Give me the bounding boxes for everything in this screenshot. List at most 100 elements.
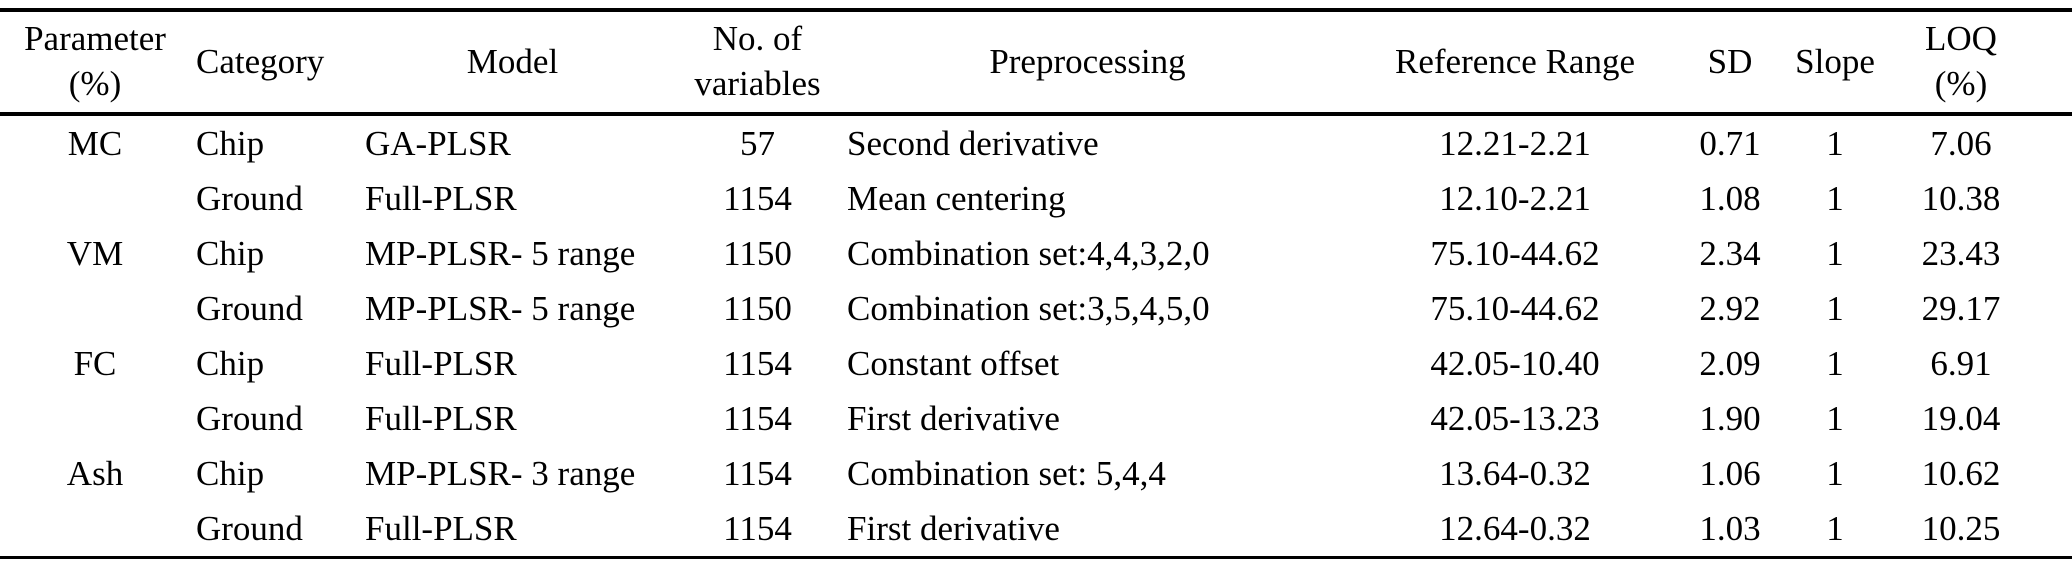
cell-loq: 19.04	[1921, 398, 2001, 438]
cell-model: Full-PLSR	[345, 501, 680, 558]
cell-preprocessing: Combination set: 5,4,4	[835, 446, 1340, 501]
table-row: Ash Chip MP-PLSR- 3 range 1154 Combinati…	[0, 446, 2072, 501]
cell-parameter	[0, 171, 190, 226]
cell-variables: 1150	[723, 288, 792, 328]
cell-slope: 1	[1826, 123, 1844, 163]
cell-sd: 1.08	[1699, 178, 1761, 218]
cell-variables: 1154	[723, 453, 792, 493]
table-header: Parameter (%) Category Model No. of vari…	[0, 10, 2072, 116]
cell-variables: 1154	[723, 178, 792, 218]
cell-parameter: FC	[73, 343, 117, 383]
column-header-variables: No. of variables	[680, 10, 835, 116]
cell-slope: 1	[1826, 508, 1844, 548]
column-header-loq: LOQ (%)	[1900, 10, 2072, 116]
cell-loq: 10.38	[1921, 178, 2001, 218]
column-header-category: Category	[190, 10, 345, 116]
column-header-slope: Slope	[1770, 10, 1900, 116]
table-row: VM Chip MP-PLSR- 5 range 1150 Combinatio…	[0, 226, 2072, 281]
cell-loq: 7.06	[1930, 123, 1992, 163]
cell-parameter: MC	[67, 123, 123, 163]
cell-reference-range: 42.05-13.23	[1430, 398, 1600, 438]
table-row: Ground Full-PLSR 1154 Mean centering 12.…	[0, 171, 2072, 226]
cell-loq: 29.17	[1921, 288, 2001, 328]
cell-model-text: MP-PLSR- 5 range	[365, 288, 636, 328]
cell-preprocessing: Constant offset	[835, 336, 1340, 391]
cell-reference-range: 12.64-0.32	[1439, 508, 1591, 548]
cell-preprocessing: Second derivative	[835, 114, 1340, 171]
column-header-model: Model	[345, 10, 680, 116]
cell-parameter: Ash	[66, 453, 124, 493]
cell-preprocessing: First derivative	[835, 501, 1340, 558]
cell-preprocessing: Combination set:3,5,4,5,0	[835, 281, 1340, 336]
cell-sd: 0.71	[1699, 123, 1761, 163]
table-row: FC Chip Full-PLSR 1154 Constant offset 4…	[0, 336, 2072, 391]
cell-sd: 1.90	[1699, 398, 1761, 438]
cell-preprocessing-text: First derivative	[847, 508, 1060, 548]
cell-preprocessing-text: Combination set:3,5,4,5,0	[847, 288, 1210, 328]
cell-slope: 1	[1826, 343, 1844, 383]
cell-model-text: Full-PLSR	[365, 343, 517, 383]
cell-model-text: MP-PLSR- 3 range	[365, 453, 636, 493]
cell-slope: 1	[1826, 453, 1844, 493]
cell-variables: 1154	[723, 343, 792, 383]
cell-category: Chip	[196, 453, 265, 493]
cell-variables: 1154	[723, 398, 792, 438]
cell-model: MP-PLSR- 3 range	[345, 446, 680, 501]
cell-loq: 10.62	[1921, 453, 2001, 493]
cell-preprocessing-text: Mean centering	[847, 178, 1066, 218]
cell-parameter	[0, 391, 190, 446]
cell-slope: 1	[1826, 178, 1844, 218]
cell-loq: 23.43	[1921, 233, 2001, 273]
cell-preprocessing-text: First derivative	[847, 398, 1060, 438]
header-row: Parameter (%) Category Model No. of vari…	[0, 10, 2072, 116]
cell-preprocessing-text: Constant offset	[847, 343, 1060, 383]
cell-sd: 2.92	[1699, 288, 1761, 328]
column-header-parameter: Parameter (%)	[0, 10, 190, 116]
cell-loq: 10.25	[1921, 508, 2001, 548]
cell-category: Ground	[196, 178, 303, 218]
cell-reference-range: 75.10-44.62	[1430, 288, 1600, 328]
cell-model-text: GA-PLSR	[365, 123, 511, 163]
table-row: Ground Full-PLSR 1154 First derivative 1…	[0, 501, 2072, 558]
cell-loq: 6.91	[1930, 343, 1992, 383]
cell-preprocessing: Mean centering	[835, 171, 1340, 226]
cell-preprocessing-text: Second derivative	[847, 123, 1099, 163]
cell-reference-range: 12.21-2.21	[1439, 123, 1591, 163]
table-row: Ground Full-PLSR 1154 First derivative 4…	[0, 391, 2072, 446]
cell-category: Ground	[196, 288, 303, 328]
cell-reference-range: 13.64-0.32	[1439, 453, 1591, 493]
cell-reference-range: 75.10-44.62	[1430, 233, 1600, 273]
cell-reference-range: 42.05-10.40	[1430, 343, 1600, 383]
cell-parameter	[0, 501, 190, 558]
cell-sd: 1.06	[1699, 453, 1761, 493]
cell-model-text: MP-PLSR- 5 range	[365, 233, 636, 273]
cell-model: MP-PLSR- 5 range	[345, 281, 680, 336]
cell-category: Chip	[196, 233, 265, 273]
calibration-results-table: Parameter (%) Category Model No. of vari…	[0, 8, 2072, 559]
cell-model: Full-PLSR	[345, 171, 680, 226]
cell-category: Chip	[196, 123, 265, 163]
cell-model-text: Full-PLSR	[365, 178, 517, 218]
cell-parameter: VM	[66, 233, 124, 273]
cell-slope: 1	[1826, 288, 1844, 328]
column-header-preprocessing: Preprocessing	[835, 10, 1340, 116]
cell-variables: 57	[740, 123, 775, 163]
cell-category: Chip	[196, 343, 265, 383]
cell-parameter	[0, 281, 190, 336]
cell-preprocessing: First derivative	[835, 391, 1340, 446]
cell-model-text: Full-PLSR	[365, 398, 517, 438]
cell-preprocessing-text: Combination set: 5,4,4	[847, 453, 1166, 493]
cell-model: GA-PLSR	[345, 114, 680, 171]
cell-sd: 1.03	[1699, 508, 1761, 548]
cell-preprocessing-text: Combination set:4,4,3,2,0	[847, 233, 1210, 273]
cell-model: Full-PLSR	[345, 391, 680, 446]
cell-model: Full-PLSR	[345, 336, 680, 391]
cell-reference-range: 12.10-2.21	[1439, 178, 1591, 218]
cell-slope: 1	[1826, 398, 1844, 438]
cell-variables: 1150	[723, 233, 792, 273]
cell-category: Ground	[196, 508, 303, 548]
table-body: MC Chip GA-PLSR 57 Second derivative 12.…	[0, 114, 2072, 558]
cell-model-text: Full-PLSR	[365, 508, 517, 548]
cell-sd: 2.34	[1699, 233, 1761, 273]
